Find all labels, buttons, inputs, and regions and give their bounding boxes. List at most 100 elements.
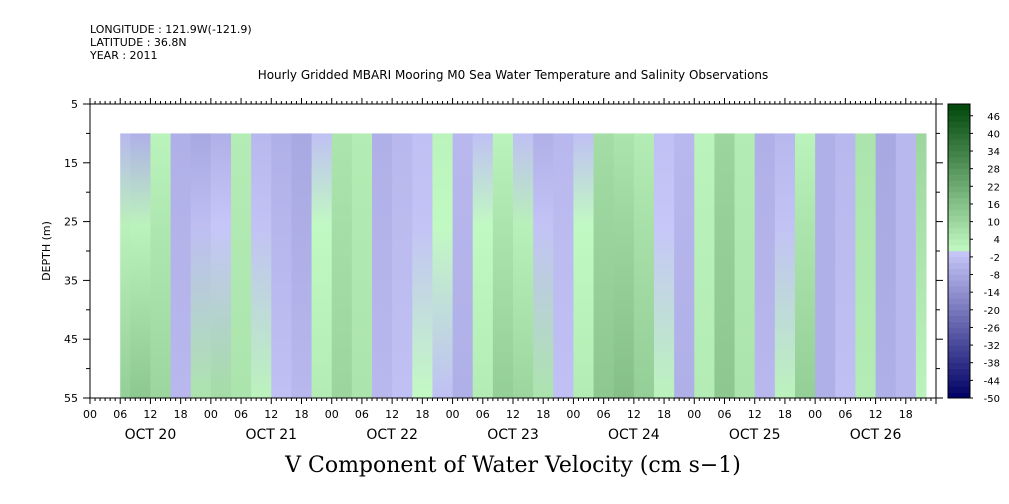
colorbar-segment — [948, 315, 970, 322]
y-axis-label: DEPTH (m) — [40, 221, 53, 281]
heatmap-column — [472, 133, 494, 398]
x-hour-tick-label: 18 — [415, 408, 429, 421]
colorbar-tick-label: 46 — [987, 112, 1000, 123]
heatmap-column — [855, 133, 877, 398]
colorbar-tick-label: -32 — [984, 341, 1000, 352]
x-day-label: OCT 26 — [850, 427, 902, 443]
colorbar-segment — [948, 380, 970, 387]
colorbar-segment — [948, 133, 970, 140]
latitude-label: LATITUDE : 36.8N — [90, 36, 187, 49]
x-hour-tick-label: 18 — [174, 408, 188, 421]
x-hour-tick-label: 00 — [325, 408, 339, 421]
x-day-label: OCT 20 — [125, 427, 177, 443]
heatmap-column — [210, 133, 232, 398]
y-tick-label: 55 — [64, 392, 78, 405]
colorbar-segment — [948, 174, 970, 181]
x-hour-tick-label: 12 — [748, 408, 762, 421]
y-axis: 5 15 25 35 45 55 — [64, 98, 943, 405]
colorbar-segment — [948, 262, 970, 269]
colorbar-segment — [948, 256, 970, 264]
x-hour-tick-label: 12 — [385, 408, 399, 421]
colorbar-segment — [948, 327, 970, 334]
heatmap-column — [231, 133, 252, 398]
colorbar-tick-label: -20 — [984, 306, 1000, 317]
colorbar-segment — [948, 180, 970, 187]
x-hour-tick-label: 18 — [536, 408, 550, 421]
colorbar-tick-label: 22 — [987, 182, 1000, 193]
x-day-label: OCT 22 — [366, 427, 418, 443]
colorbar-segment — [948, 227, 970, 234]
colorbar-segment — [948, 368, 970, 375]
colorbar-segment — [948, 156, 970, 164]
y-tick-label: 15 — [64, 157, 78, 170]
heatmap-column — [271, 133, 293, 398]
colorbar-tick-label: -44 — [984, 376, 1000, 387]
heatmap-column — [130, 133, 152, 398]
colorbar-segment — [948, 321, 970, 328]
x-hour-tick-label: 06 — [838, 408, 852, 421]
colorbar-segment — [948, 115, 970, 122]
x-hour-tick-label: 00 — [566, 408, 580, 421]
x-hour-tick-label: 18 — [778, 408, 792, 421]
heatmap-column — [593, 133, 615, 398]
colorbar-segment — [948, 392, 970, 399]
x-hour-tick-label: 18 — [899, 408, 913, 421]
x-hour-tick-label: 06 — [597, 408, 611, 421]
colorbar-segment — [948, 192, 970, 199]
x-hour-tick-label: 18 — [657, 408, 671, 421]
colorbar-segment — [948, 139, 970, 146]
heatmap-column — [754, 133, 776, 398]
heatmap-column — [492, 133, 514, 398]
x-hour-tick-label: 06 — [234, 408, 248, 421]
heatmap-column — [513, 133, 534, 398]
y-tick-label: 5 — [71, 98, 78, 111]
heatmap-column — [774, 133, 796, 398]
colorbar-segment — [948, 292, 970, 299]
heatmap-column — [251, 133, 272, 398]
colorbar-tick-label: 16 — [987, 200, 1000, 211]
colorbar-tick-label: -26 — [984, 323, 1000, 334]
variable-label: V Component of Water Velocity (cm s−1) — [285, 453, 741, 478]
colorbar: 46 40 34 28 22 16 10 4 -2 -8 -14 -20 -26 -32 -38 -44 -50 — [947, 103, 1000, 405]
heatmap-column — [694, 133, 716, 398]
x-hour-tick-label: 12 — [627, 408, 641, 421]
colorbar-segment — [948, 245, 970, 252]
colorbar-tick-label: -14 — [984, 288, 1000, 299]
heatmap-column — [291, 133, 313, 398]
colorbar-segment — [948, 203, 970, 211]
heatmap-column — [311, 133, 333, 398]
heatmap-column — [120, 133, 131, 398]
x-hour-tick-label: 06 — [355, 408, 369, 421]
colorbar-segment — [948, 221, 970, 228]
colorbar-segment — [948, 209, 970, 217]
colorbar-segment — [948, 339, 970, 346]
x-hour-tick-label: 06 — [476, 408, 490, 421]
colorbar-segment — [948, 186, 970, 193]
y-tick-label: 45 — [64, 333, 78, 346]
colorbar-segment — [948, 333, 970, 340]
year-label: YEAR : 2011 — [90, 49, 158, 62]
x-hour-tick-label: 12 — [869, 408, 883, 421]
heatmap-column — [895, 133, 917, 398]
heatmap-column — [392, 133, 413, 398]
x-day-label: OCT 23 — [487, 427, 539, 443]
colorbar-segment — [948, 356, 970, 364]
colorbar-segment — [948, 198, 970, 205]
heatmap-column — [452, 133, 474, 398]
colorbar-segment — [948, 274, 970, 281]
colorbar-segment — [948, 386, 970, 393]
colorbar-segment — [948, 127, 970, 134]
y-tick-label: 25 — [64, 216, 78, 229]
x-hour-tick-label: 00 — [687, 408, 701, 421]
x-hour-tick-label: 12 — [264, 408, 278, 421]
colorbar-segment — [948, 374, 970, 381]
x-hour-tick-label: 12 — [506, 408, 520, 421]
heatmap-column — [875, 133, 897, 398]
x-day-label: OCT 21 — [245, 427, 297, 443]
colorbar-segment — [948, 303, 970, 311]
colorbar-segment — [948, 345, 970, 352]
colorbar-segment — [948, 104, 970, 111]
colorbar-segment — [948, 362, 970, 369]
colorbar-tick-label: -2 — [990, 253, 1000, 264]
